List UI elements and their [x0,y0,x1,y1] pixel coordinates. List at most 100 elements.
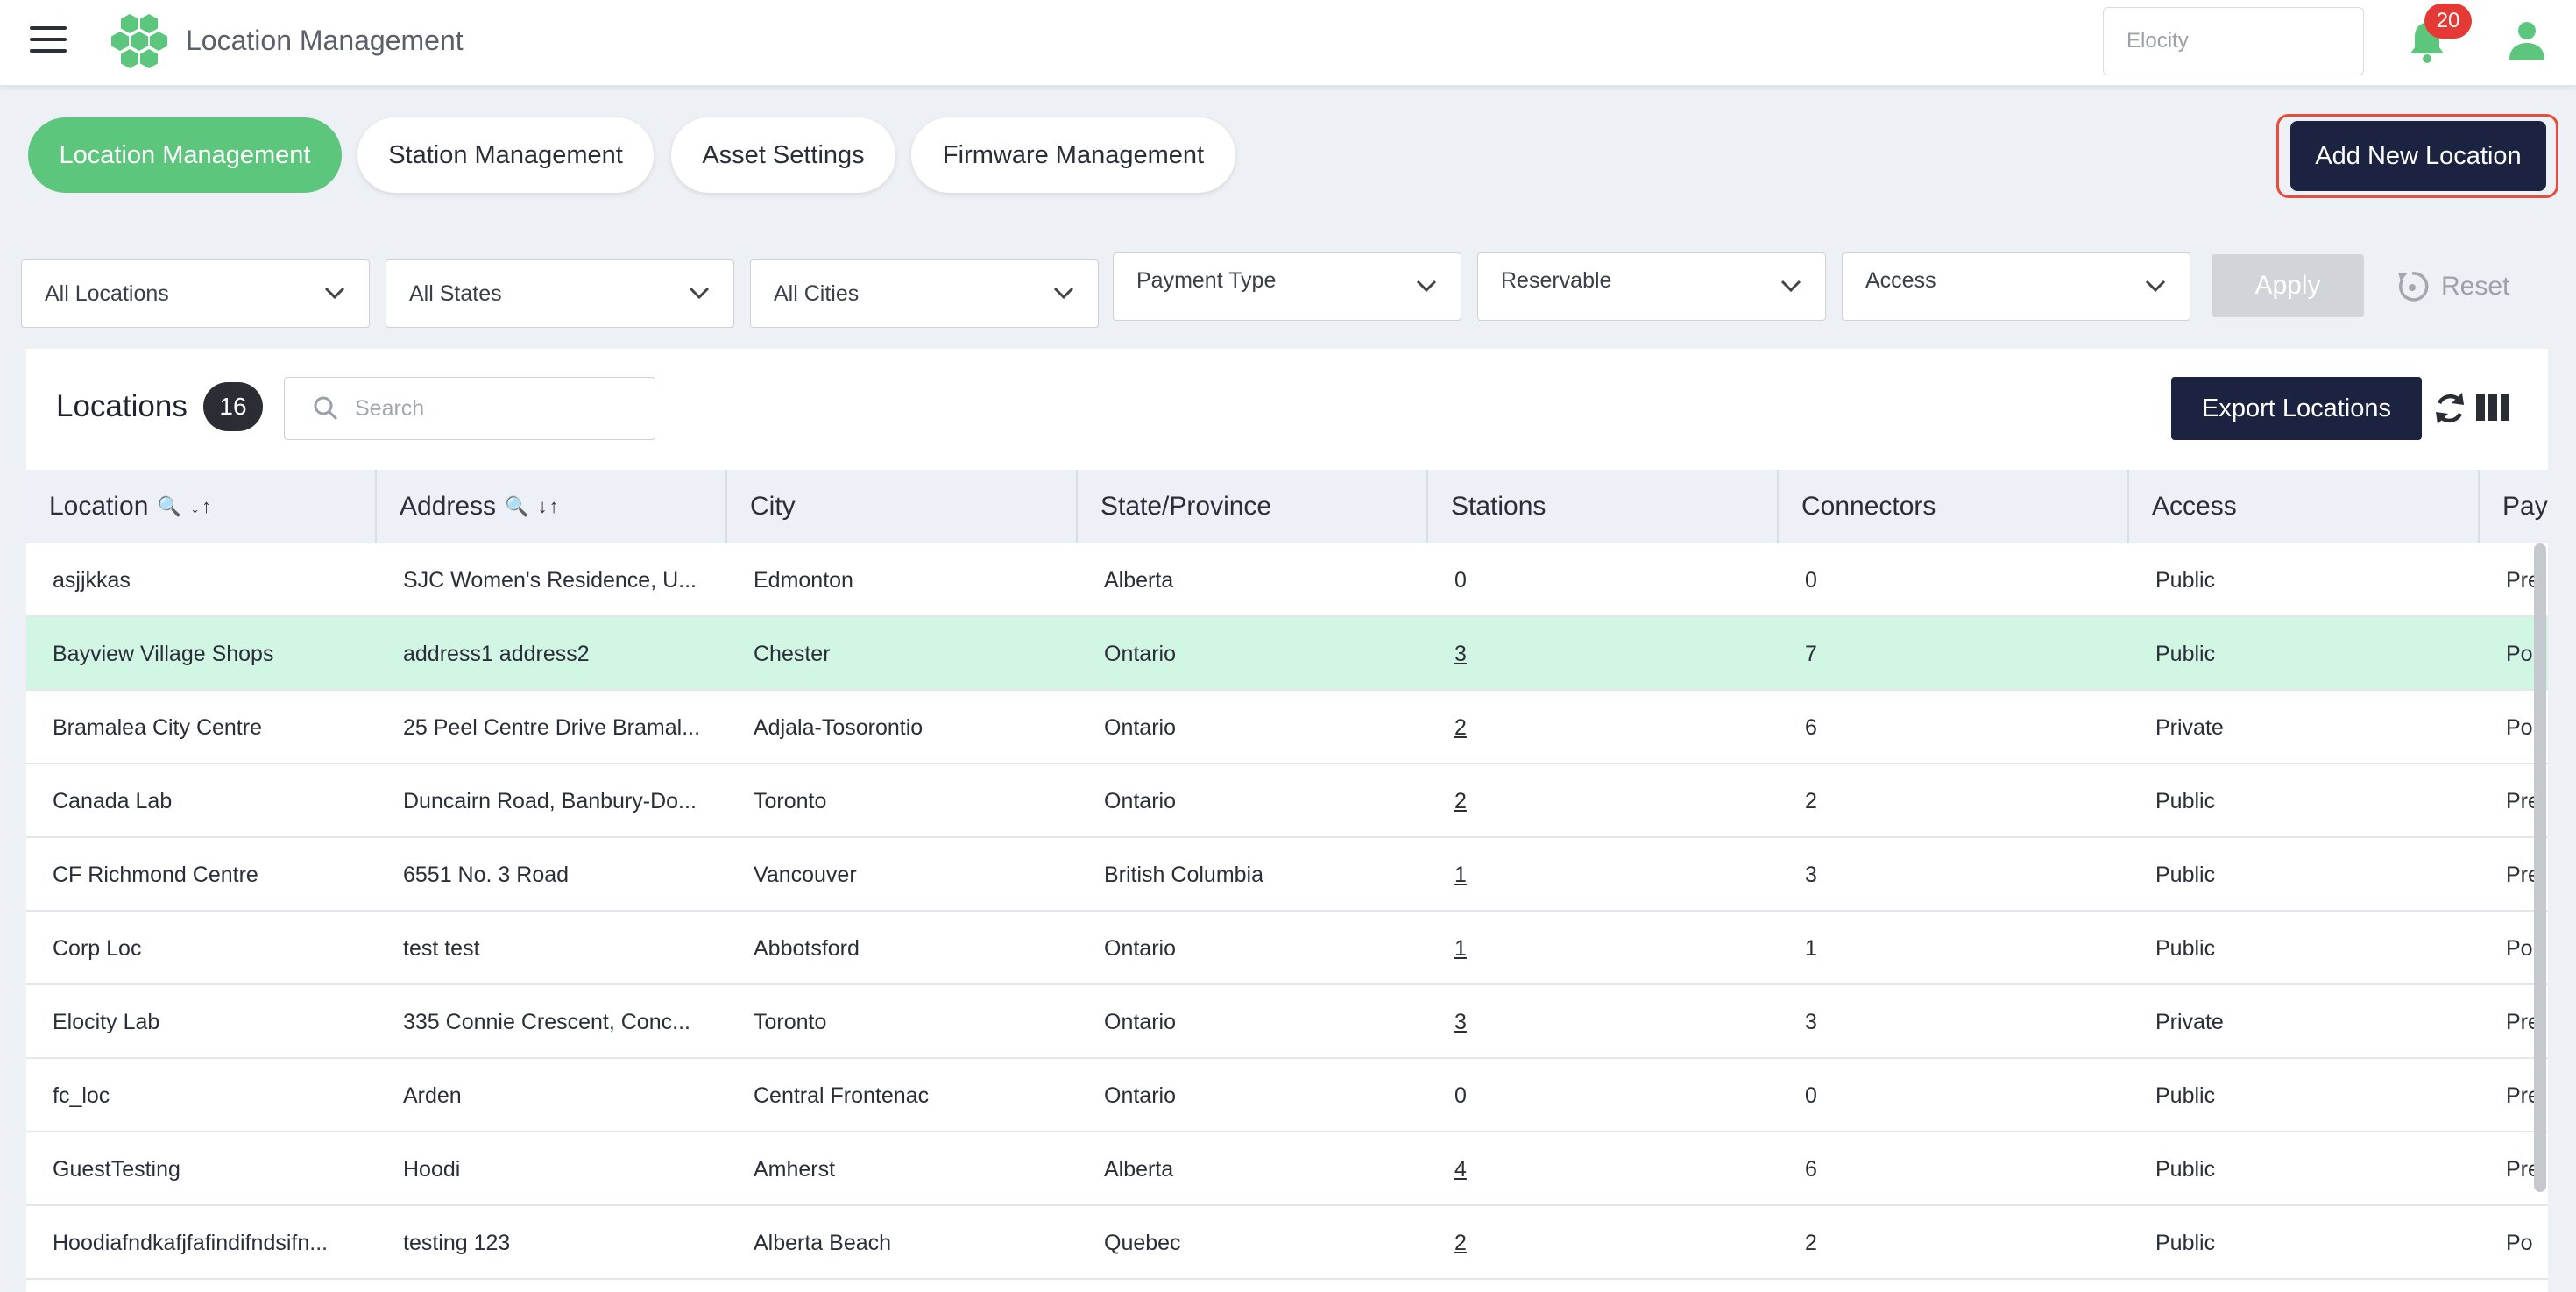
cell-stations-link[interactable]: 3 [1454,641,1467,666]
tab-firmware-management[interactable]: Firmware Management [911,117,1235,193]
column-label: Location [49,492,149,521]
cell-access: Public [2155,1083,2216,1108]
cell-stations-link[interactable]: 4 [1454,1156,1467,1182]
cell-payment: Po [2506,641,2533,666]
tab-location-management[interactable]: Location Management [28,117,342,193]
table-row[interactable]: Canada Lab Duncairn Road, Banbury-Do... … [26,764,2548,838]
cell-location: asjjkkas [53,567,131,593]
cell-stations-link[interactable]: 2 [1454,788,1467,813]
cell-stations-link[interactable]: 3 [1454,1009,1467,1034]
cell-state: Alberta [1104,567,1174,593]
cell-address: 335 Connie Crescent, Conc... [403,1009,690,1034]
table-scrollbar[interactable] [2534,543,2546,1192]
tab-station-management[interactable]: Station Management [357,117,654,193]
reservable-filter[interactable]: Reservable [1477,252,1826,321]
table-row[interactable]: fc_loc Arden Central Frontenac Ontario 0… [26,1059,2548,1132]
reset-button[interactable]: Reset [2396,263,2509,310]
cell-city: Adjala-Tosorontio [754,714,924,740]
app-logo [111,14,167,68]
reset-icon [2398,272,2429,302]
tab-asset-settings[interactable]: Asset Settings [671,117,895,193]
cell-location: Corp Loc [53,935,142,961]
cell-city: Toronto [754,788,827,813]
search-box[interactable] [284,377,655,440]
table-row[interactable]: Bramalea City Centre 25 Peel Centre Driv… [26,691,2548,764]
user-icon[interactable] [2508,19,2546,61]
column-label: Access [2152,492,2237,521]
cell-state: Ontario [1104,1009,1176,1034]
column-header-payment[interactable]: Pay [2480,470,2548,543]
chevron-down-icon [1780,280,1801,293]
table-row[interactable]: Hoodiafndkafjfafindifndsifn... testing 1… [26,1206,2548,1280]
tenant-selector[interactable]: Elocity [2103,7,2364,75]
cities-filter[interactable]: All Cities [750,259,1099,328]
search-sort-icon[interactable]: 🔍 ↓↑ [157,495,213,517]
column-header-address[interactable]: Address 🔍 ↓↑ [377,470,727,543]
add-new-location-button[interactable]: Add New Location [2290,121,2546,191]
cell-city: Amherst [754,1156,836,1182]
menu-icon[interactable] [30,26,67,58]
columns-icon[interactable] [2476,393,2509,422]
cell-state: Ontario [1104,788,1176,813]
cell-stations-link[interactable]: 2 [1454,1230,1467,1255]
access-filter-label: Access [1865,267,1936,293]
cell-address: Duncairn Road, Banbury-Do... [403,788,697,813]
cell-connectors: 3 [1805,862,1817,887]
table-row[interactable]: asjjkkas SJC Women's Residence, U... Edm… [26,543,2548,617]
table-row[interactable]: Bayview Village Shops address1 address2 … [26,617,2548,691]
table-row[interactable]: GuestTesting Hoodi Amherst Alberta 4 6 P… [26,1132,2548,1206]
column-label: Stations [1451,492,1546,521]
chevron-down-icon [324,287,345,300]
cell-payment: Po [2506,714,2533,740]
top-bar: Location Management Elocity 20 [0,0,2576,86]
reservable-filter-label: Reservable [1501,267,1612,293]
add-location-highlight [2276,114,2558,198]
cell-city: Central Frontenac [754,1083,930,1108]
cell-payment: Po [2506,1230,2533,1255]
column-header-connectors[interactable]: Connectors [1779,470,2129,543]
states-filter[interactable]: All States [386,259,734,328]
column-header-access[interactable]: Access [2129,470,2480,543]
cell-location: fc_loc [53,1083,110,1108]
cell-access: Public [2155,567,2216,593]
cell-connectors: 2 [1805,788,1817,813]
locations-count-badge: 16 [203,382,263,431]
table-row[interactable]: CF Richmond Centre 6551 No. 3 Road Vanco… [26,838,2548,912]
cell-stations-link[interactable]: 1 [1454,935,1467,961]
cell-connectors: 6 [1805,1156,1817,1182]
cell-city: Vancouver [754,862,857,887]
locations-title: Locations [56,389,188,423]
cell-access: Private [2155,1009,2224,1034]
payment-type-filter[interactable]: Payment Type [1113,252,1461,321]
cell-connectors: 0 [1805,567,1817,593]
apply-button[interactable]: Apply [2212,254,2364,317]
column-label: City [750,492,796,521]
search-icon [314,396,338,421]
table-header: Location 🔍 ↓↑ Address 🔍 ↓↑ City State/Pr… [26,470,2548,543]
cell-stations-link[interactable]: 2 [1454,714,1467,740]
cell-city: Alberta Beach [754,1230,892,1255]
export-locations-button[interactable]: Export Locations [2171,377,2422,440]
table-row[interactable]: Elocity Lab 335 Connie Crescent, Conc...… [26,985,2548,1059]
cell-stations-link[interactable]: 1 [1454,862,1467,887]
column-header-stations[interactable]: Stations [1428,470,1779,543]
refresh-icon[interactable] [2432,389,2467,428]
table-row[interactable]: Corp Loc test test Abbotsford Ontario 1 … [26,912,2548,985]
search-sort-icon[interactable]: 🔍 ↓↑ [505,495,561,517]
search-input[interactable] [355,395,635,422]
cell-address: 6551 No. 3 Road [403,862,570,887]
cell-state: Alberta [1104,1156,1174,1182]
column-header-state[interactable]: State/Province [1078,470,1428,543]
column-label: Connectors [1801,492,1936,521]
cell-location: Bramalea City Centre [53,714,262,740]
reset-label: Reset [2441,272,2510,301]
column-header-location[interactable]: Location 🔍 ↓↑ [26,470,377,543]
payment-type-filter-label: Payment Type [1136,267,1277,293]
column-header-city[interactable]: City [727,470,1078,543]
access-filter[interactable]: Access [1842,252,2190,321]
cell-connectors: 7 [1805,641,1817,666]
cell-location: Elocity Lab [53,1009,160,1034]
locations-filter[interactable]: All Locations [21,259,370,328]
chevron-down-icon [689,287,710,300]
cell-address: Arden [403,1083,462,1108]
